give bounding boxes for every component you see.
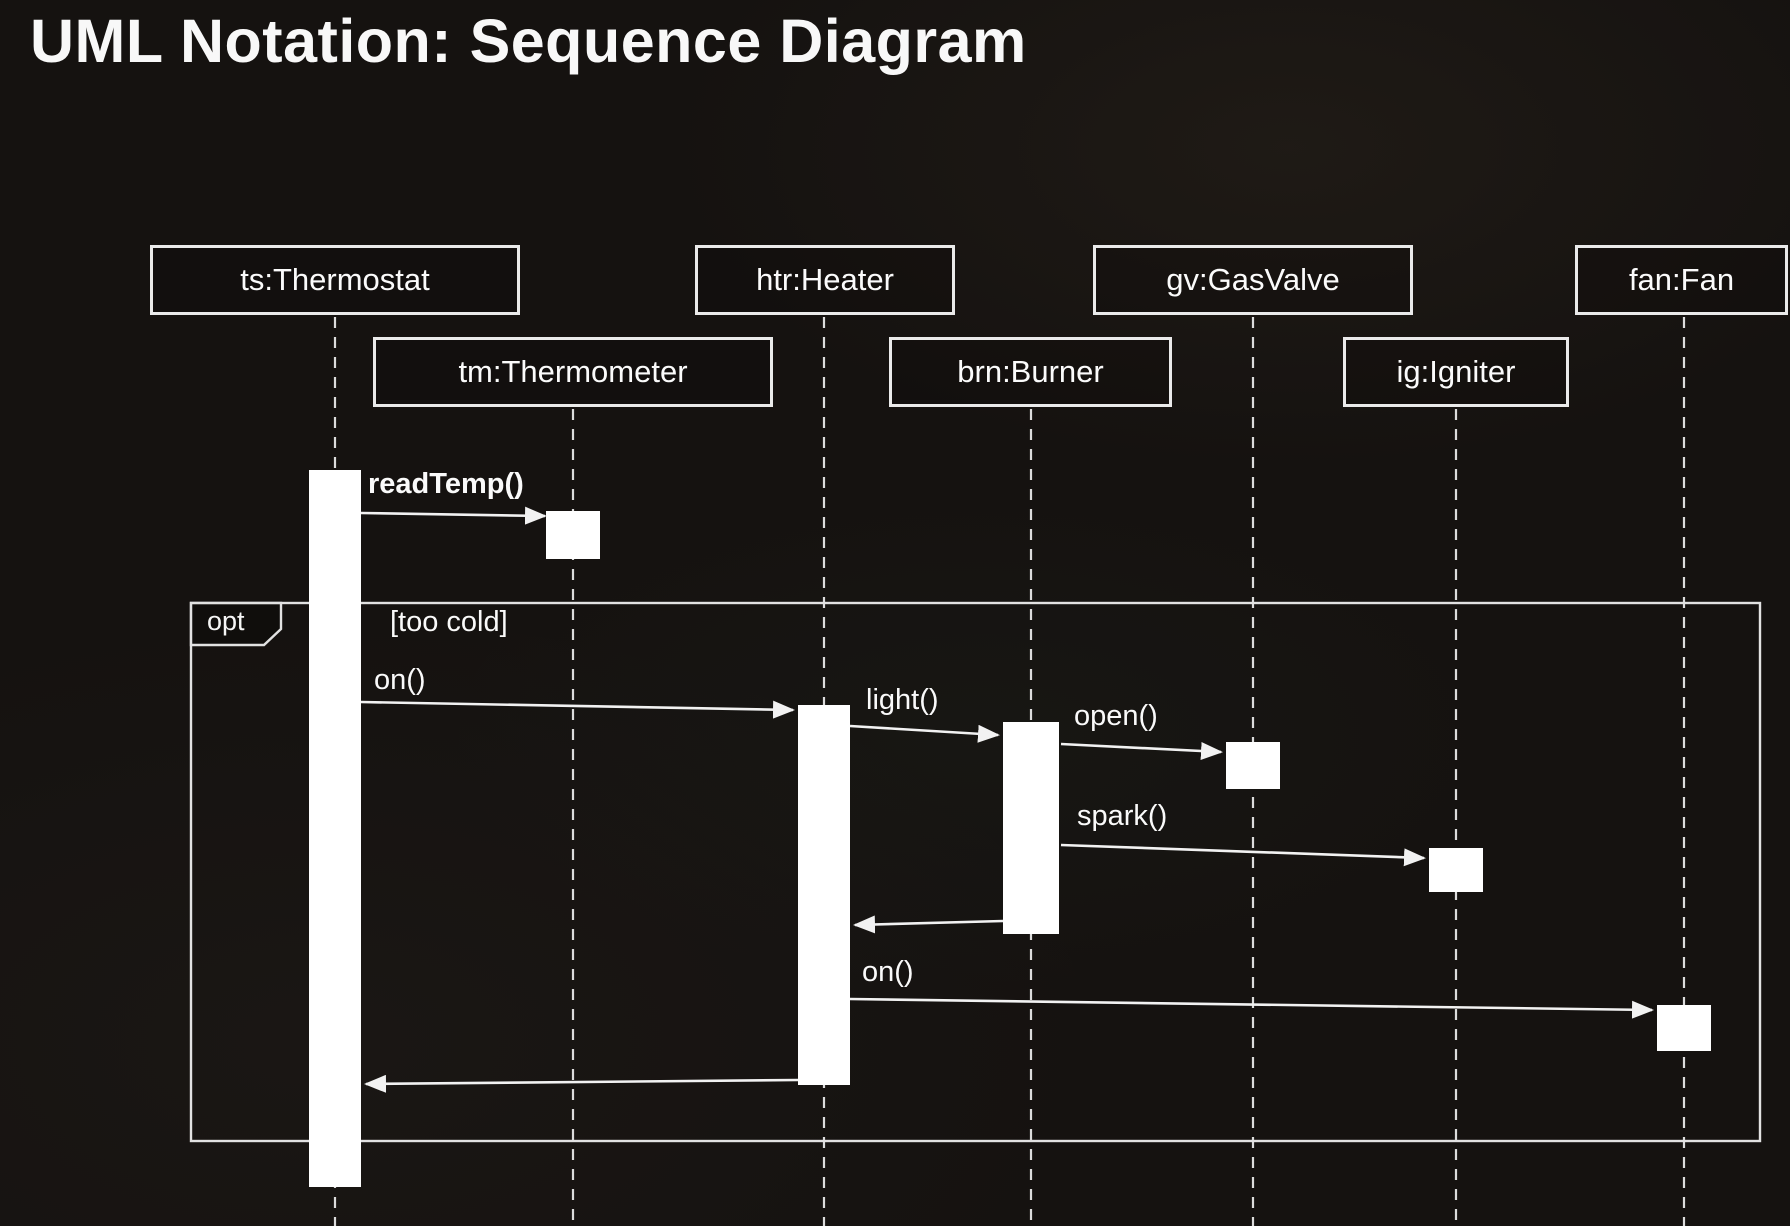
participant-brn-burner: brn:Burner bbox=[889, 337, 1172, 407]
message-arrow-readtemp bbox=[360, 506, 547, 525]
opt-operator-tab bbox=[189, 601, 283, 647]
message-label-on-fan: on() bbox=[862, 956, 914, 988]
participant-label: gv:GasValve bbox=[1166, 262, 1340, 297]
message-arrow-open bbox=[1060, 742, 1223, 760]
message-label-open: open() bbox=[1074, 700, 1158, 732]
participant-ts-thermostat: ts:Thermostat bbox=[150, 245, 520, 315]
participant-tm-thermometer: tm:Thermometer bbox=[373, 337, 773, 407]
activation-brn-burner bbox=[1003, 722, 1059, 934]
message-label-spark: spark() bbox=[1077, 800, 1168, 832]
message-arrow-on-heater bbox=[360, 700, 795, 719]
message-arrow-spark bbox=[1060, 843, 1426, 867]
message-label-readtemp: readTemp() bbox=[368, 468, 524, 500]
message-label-light: light() bbox=[866, 684, 939, 716]
participant-htr-heater: htr:Heater bbox=[695, 245, 955, 315]
participant-gv-gasvalve: gv:GasValve bbox=[1093, 245, 1413, 315]
activation-htr-heater bbox=[798, 705, 850, 1085]
activation-ts-thermostat bbox=[309, 470, 361, 1187]
message-arrow-on-fan bbox=[849, 997, 1654, 1019]
page-title: UML Notation: Sequence Diagram bbox=[30, 7, 1027, 75]
participant-ig-igniter: ig:Igniter bbox=[1343, 337, 1569, 407]
message-label-on-heater: on() bbox=[374, 664, 426, 696]
fragment-operator-label: opt bbox=[207, 606, 245, 636]
fragment-guard-label: [too cold] bbox=[390, 606, 508, 638]
message-arrow-return-heater-thermostat bbox=[364, 1074, 799, 1093]
activation-fan-fan bbox=[1657, 1005, 1711, 1051]
opt-fragment-frame bbox=[189, 601, 1762, 1143]
participant-label: ig:Igniter bbox=[1396, 354, 1516, 389]
activation-gv-gasvalve bbox=[1226, 742, 1280, 789]
participant-label: fan:Fan bbox=[1628, 262, 1735, 297]
participant-label: brn:Burner bbox=[957, 354, 1104, 389]
participant-fan-fan: fan:Fan bbox=[1575, 245, 1788, 315]
participant-label: ts:Thermostat bbox=[240, 262, 430, 297]
message-arrow-return-burner-heater bbox=[853, 915, 1004, 934]
message-arrow-light bbox=[849, 724, 1000, 743]
activation-ig-igniter bbox=[1429, 848, 1483, 892]
activation-tm-thermometer bbox=[546, 511, 600, 559]
participant-label: tm:Thermometer bbox=[458, 354, 688, 389]
participant-label: htr:Heater bbox=[756, 262, 894, 297]
